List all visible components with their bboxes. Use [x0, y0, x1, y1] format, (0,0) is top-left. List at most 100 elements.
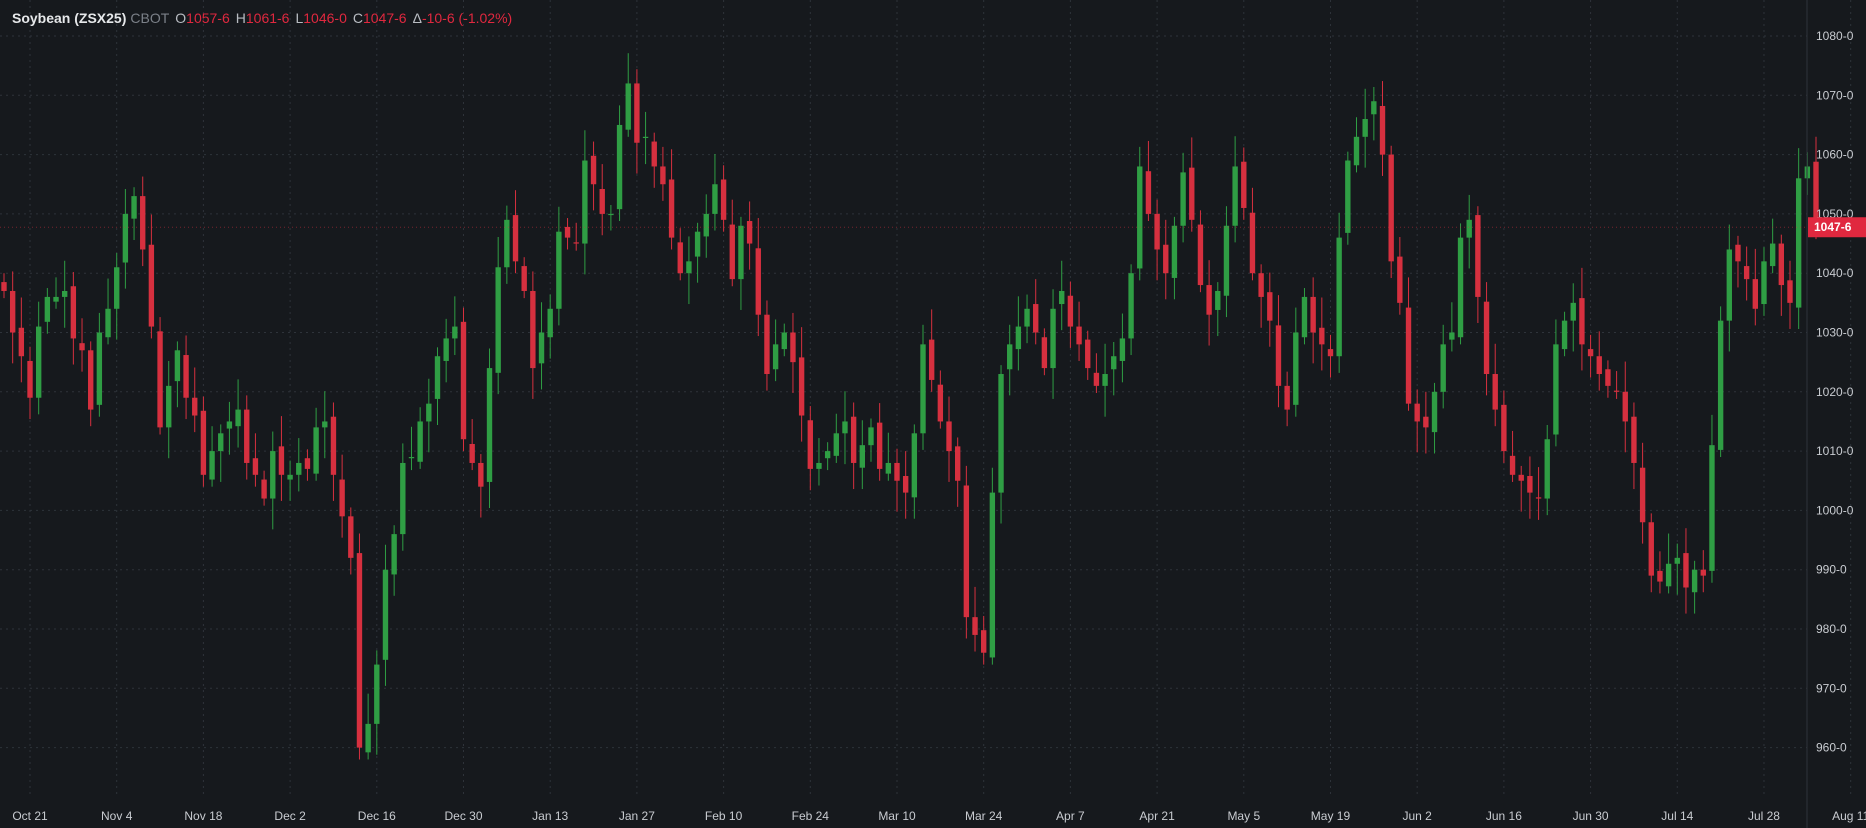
- candle: [530, 271, 536, 399]
- candle: [348, 507, 354, 575]
- candle-body: [1475, 215, 1481, 297]
- candle: [729, 199, 735, 287]
- candle-body: [495, 267, 501, 373]
- candle-body: [114, 267, 120, 309]
- price-tick-label: 1020-0: [1816, 385, 1854, 399]
- candle-body: [842, 421, 848, 434]
- candle: [1154, 199, 1160, 281]
- candle-body: [1631, 416, 1637, 463]
- candle: [1509, 430, 1516, 482]
- candle: [192, 367, 198, 433]
- date-tick-label: Oct 21: [12, 809, 48, 823]
- open-value: 1057-6: [186, 10, 230, 26]
- candle: [1431, 382, 1438, 454]
- candle: [1085, 330, 1091, 380]
- last-price-box: [1808, 217, 1866, 238]
- candle-body: [148, 244, 155, 327]
- open-key: O: [175, 10, 187, 26]
- candle: [1171, 216, 1178, 300]
- candle: [608, 205, 614, 231]
- candle-body: [720, 179, 727, 220]
- candle: [1345, 151, 1351, 245]
- candle-body: [556, 231, 562, 309]
- candle: [590, 141, 597, 211]
- price-axis[interactable]: 1080-01070-01060-01050-01040-01030-01020…: [1816, 29, 1854, 755]
- candle-body: [1813, 161, 1819, 228]
- candle: [96, 312, 103, 417]
- candle: [1310, 277, 1316, 364]
- candle: [1717, 306, 1724, 458]
- date-tick-label: May 19: [1311, 809, 1351, 823]
- candle: [1232, 136, 1238, 243]
- candle: [790, 312, 796, 393]
- time-axis[interactable]: Oct 21 Nov 4 Nov 18 Dec 2 Dec 16 Dec 30 Jan 13…: [12, 809, 1866, 823]
- last-price-tag: 1047-6: [0, 217, 1866, 238]
- candle-body: [816, 462, 822, 469]
- candle-body: [226, 421, 233, 429]
- date-tick-label: Jul 14: [1661, 809, 1693, 823]
- candle: [1544, 425, 1550, 516]
- candle-body: [1050, 308, 1056, 369]
- candle-body: [989, 492, 996, 658]
- candle-body: [1206, 285, 1212, 315]
- candle: [9, 271, 16, 364]
- date-tick-label: Jan 27: [619, 809, 655, 823]
- candle-body: [1388, 154, 1394, 262]
- high-key: H: [235, 10, 246, 26]
- candle: [1518, 465, 1524, 512]
- candle: [478, 454, 484, 518]
- candle-body: [1267, 292, 1273, 321]
- candle-body: [1189, 167, 1195, 220]
- candle-body: [972, 617, 978, 635]
- candle: [18, 297, 25, 383]
- candle: [738, 216, 744, 310]
- candle-body: [1579, 298, 1585, 345]
- candle-body: [1102, 374, 1108, 386]
- price-tick-label: 960-0: [1816, 741, 1847, 755]
- candle-body: [1657, 570, 1663, 582]
- candle-body: [1414, 403, 1420, 422]
- candle-body: [530, 290, 536, 369]
- candle-body: [27, 360, 33, 398]
- candle: [1622, 361, 1628, 453]
- date-tick-label: Mar 24: [965, 809, 1003, 823]
- candle-body: [538, 332, 545, 364]
- candle-body: [937, 384, 944, 422]
- candle: [1189, 137, 1195, 232]
- candle-body: [1553, 344, 1559, 435]
- candle: [417, 407, 423, 469]
- candle-body: [746, 221, 753, 244]
- candle-body: [270, 451, 276, 499]
- candle: [1059, 260, 1065, 331]
- low-value: 1046-0: [303, 10, 347, 26]
- candle-body: [356, 553, 363, 748]
- candle-body: [1293, 332, 1299, 405]
- candle: [1674, 543, 1680, 595]
- candle: [989, 467, 996, 665]
- candle-body: [1128, 273, 1134, 339]
- candle: [911, 424, 918, 519]
- candle: [469, 419, 475, 471]
- candle: [460, 307, 467, 452]
- candle: [686, 236, 692, 305]
- candle: [443, 318, 449, 383]
- candle-body: [426, 403, 432, 422]
- candle: [79, 318, 85, 372]
- candle-body: [322, 421, 328, 428]
- candle-body: [694, 231, 701, 257]
- candle: [174, 341, 181, 408]
- candle: [798, 327, 805, 442]
- candle-body: [1691, 569, 1698, 593]
- candle-body: [1405, 307, 1412, 404]
- candle: [1483, 282, 1490, 396]
- candle-body: [1093, 372, 1100, 386]
- candle-body: [408, 457, 415, 459]
- candle-body: [478, 462, 484, 487]
- candle-body: [1284, 385, 1290, 410]
- candle: [356, 533, 363, 760]
- candle-body: [1249, 212, 1256, 274]
- candle: [1691, 560, 1698, 614]
- candle-body: [400, 462, 406, 535]
- candle: [1795, 148, 1802, 329]
